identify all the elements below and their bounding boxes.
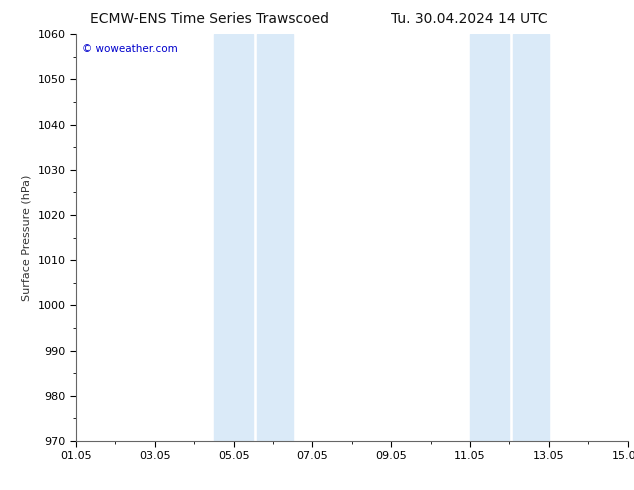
Y-axis label: Surface Pressure (hPa): Surface Pressure (hPa) bbox=[22, 174, 32, 301]
Bar bbox=[257, 34, 293, 441]
Text: Tu. 30.04.2024 14 UTC: Tu. 30.04.2024 14 UTC bbox=[391, 12, 548, 26]
Bar bbox=[214, 34, 254, 441]
Text: ECMW-ENS Time Series Trawscoed: ECMW-ENS Time Series Trawscoed bbox=[90, 12, 328, 26]
Bar bbox=[470, 34, 510, 441]
Text: © woweather.com: © woweather.com bbox=[82, 45, 178, 54]
Bar bbox=[514, 34, 549, 441]
